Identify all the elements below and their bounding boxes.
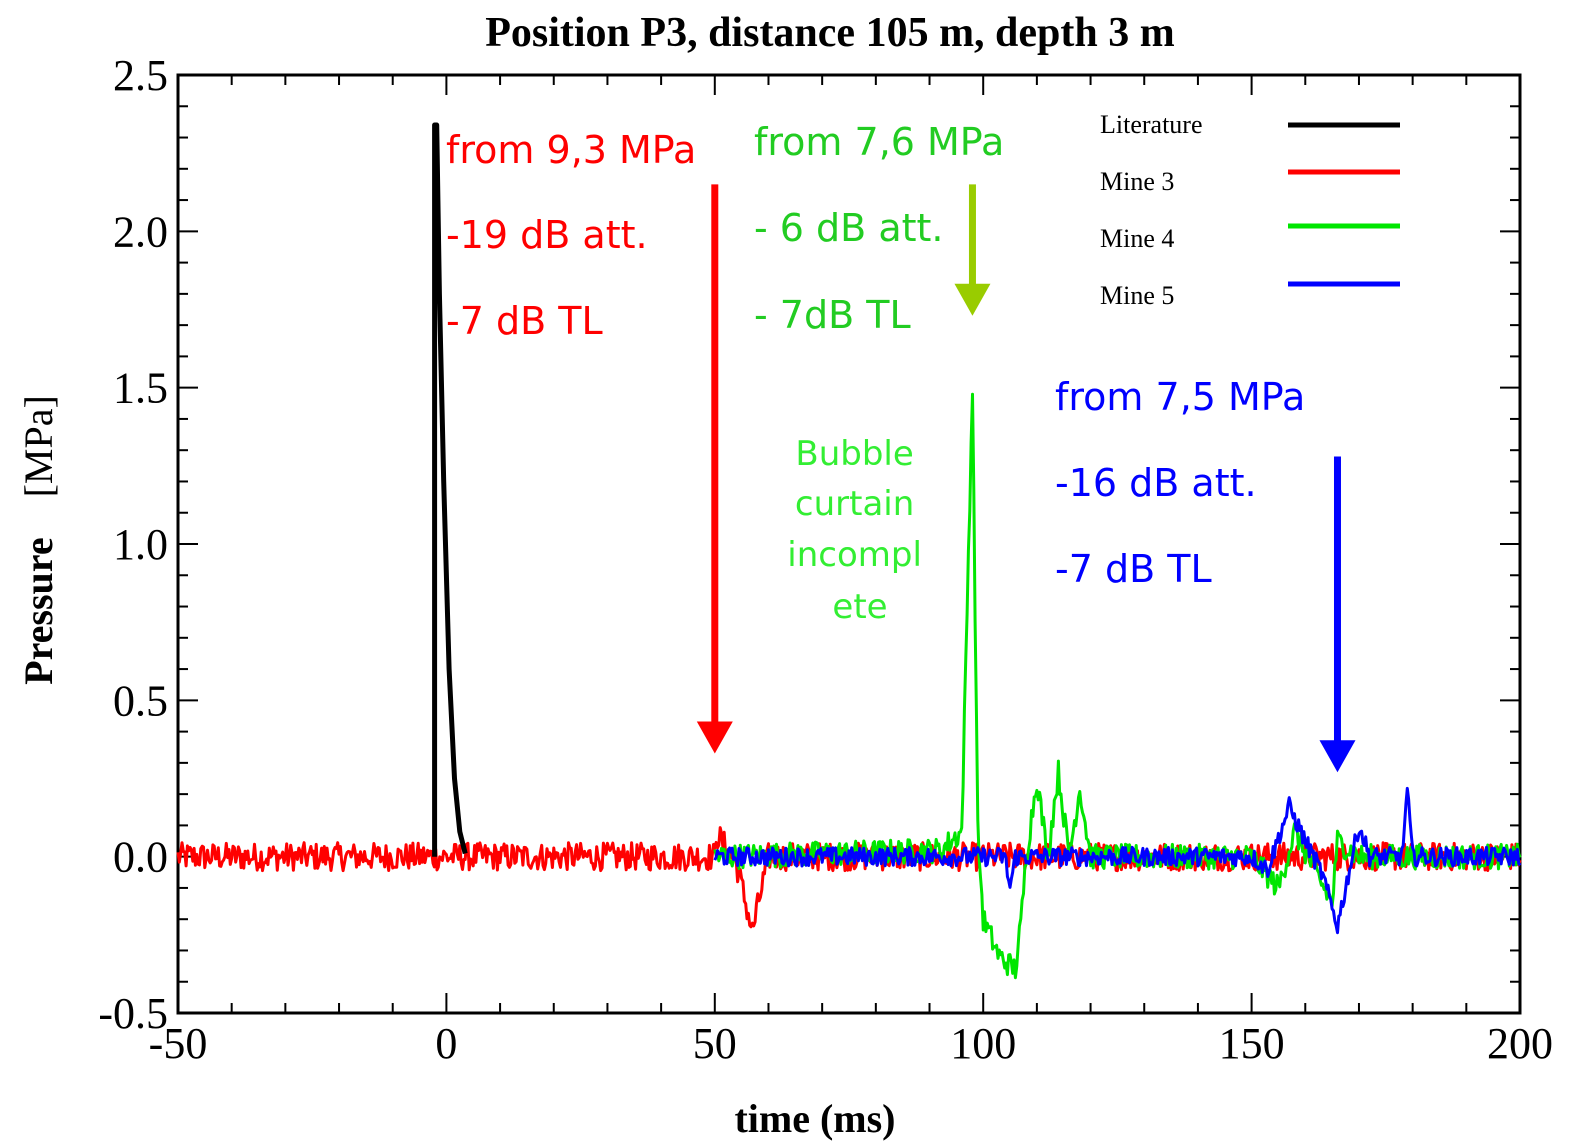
series-line-mine-5	[713, 786, 1522, 935]
annotation-mine4-line-1: from 7,6 MPa	[754, 120, 1004, 164]
svg-text:from 9,3 MPa -19 dB att.: from 9,3 MPa -19 dB att. -7 dB TL	[446, 128, 708, 343]
annotation-mine5: from 7,5 MPa -16 dB att. -7 dB TL	[1055, 375, 1317, 591]
annotation-bubble-line-2: curtain	[795, 484, 914, 524]
plot-area: -50 0 50 100 150 200 -0.5 0.0 0.5 1.0 1.5 2.0 2.5	[98, 51, 1553, 1068]
x-tick-label: -50	[149, 1019, 208, 1068]
y-axis-label-word: Pressure	[16, 537, 61, 684]
annotation-bubble-line-1: Bubble	[795, 434, 913, 474]
y-axis-label: Pressure [MPa]	[16, 395, 61, 685]
legend-label-mine3: Mine 3	[1100, 167, 1174, 196]
annotation-mine4-line-2: - 6 dB att.	[754, 206, 943, 250]
x-tick-label: 200	[1487, 1019, 1553, 1068]
annotation-mine3: from 9,3 MPa -19 dB att. -7 dB TL	[446, 128, 708, 343]
y-axis-label-unit: [MPa]	[16, 395, 61, 497]
arrow-head-1	[954, 283, 991, 316]
annotation-mine3-line-1: from 9,3 MPa	[446, 128, 696, 172]
x-tick-label: 100	[950, 1019, 1016, 1068]
x-tick-label: 0	[435, 1019, 457, 1068]
y-tick-label: 2.5	[113, 51, 168, 100]
y-tick-label: -0.5	[98, 989, 168, 1038]
y-tick-label: 0.0	[113, 833, 168, 882]
y-tick-label: 0.5	[113, 676, 168, 725]
annotation-bubble-curtain: Bubble curtain incompl ete	[787, 434, 932, 627]
y-tick-label: 2.0	[113, 207, 168, 256]
annotation-mine4: from 7,6 MPa - 6 dB att. - 7dB TL	[754, 120, 1016, 337]
x-tick-label: 150	[1219, 1019, 1285, 1068]
annotation-mine3-line-2: -19 dB att.	[446, 213, 648, 257]
legend-item-mine4: Mine 4	[1100, 223, 1400, 253]
y-tick-label: 1.0	[113, 520, 168, 569]
legend-item-literature: Literature	[1100, 110, 1400, 139]
x-axis-label: time (ms)	[734, 1096, 895, 1141]
annotation-mine5-line-3: -7 dB TL	[1055, 547, 1212, 591]
arrows-layer	[696, 184, 1356, 773]
arrow-head-0	[696, 721, 733, 754]
annotation-mine5-line-1: from 7,5 MPa	[1055, 375, 1305, 419]
annotation-mine4-line-3: - 7dB TL	[754, 293, 911, 337]
y-tick-label: 1.5	[113, 364, 168, 413]
chart-title: Position P3, distance 105 m, depth 3 m	[485, 10, 1175, 56]
series-line-literature	[432, 122, 468, 857]
y-axis: -0.5 0.0 0.5 1.0 1.5 2.0 2.5	[98, 51, 1520, 1038]
legend-item-mine5: Mine 5	[1100, 281, 1400, 310]
annotation-bubble-line-3: incompl	[787, 535, 922, 575]
svg-text:from 7,5 MPa -16 dB att.: from 7,5 MPa -16 dB att. -7 dB TL	[1055, 375, 1317, 591]
arrow-head-2	[1319, 740, 1356, 773]
legend-item-mine3: Mine 3	[1100, 167, 1400, 196]
svg-text:from 7,6 MPa - 6 dB att.: from 7,6 MPa - 6 dB att. - 7dB TL	[754, 120, 1016, 337]
legend-label-literature: Literature	[1100, 110, 1203, 139]
svg-text:Pressure[MPa]: Pressure [MPa]	[16, 395, 61, 685]
annotation-mine3-line-3: -7 dB TL	[446, 299, 603, 343]
legend: Literature Mine 3 Mine 4 Mine 5	[1100, 110, 1400, 310]
annotation-mine5-line-2: -16 dB att.	[1055, 461, 1257, 505]
legend-label-mine5: Mine 5	[1100, 281, 1174, 310]
legend-label-mine4: Mine 4	[1100, 224, 1174, 253]
x-axis: -50 0 50 100 150 200	[149, 75, 1553, 1068]
x-tick-label: 50	[693, 1019, 737, 1068]
annotation-bubble-line-4: ete	[832, 587, 887, 627]
svg-text:Bubble curtain inc: Bubble curtain incompl ete	[787, 434, 932, 627]
